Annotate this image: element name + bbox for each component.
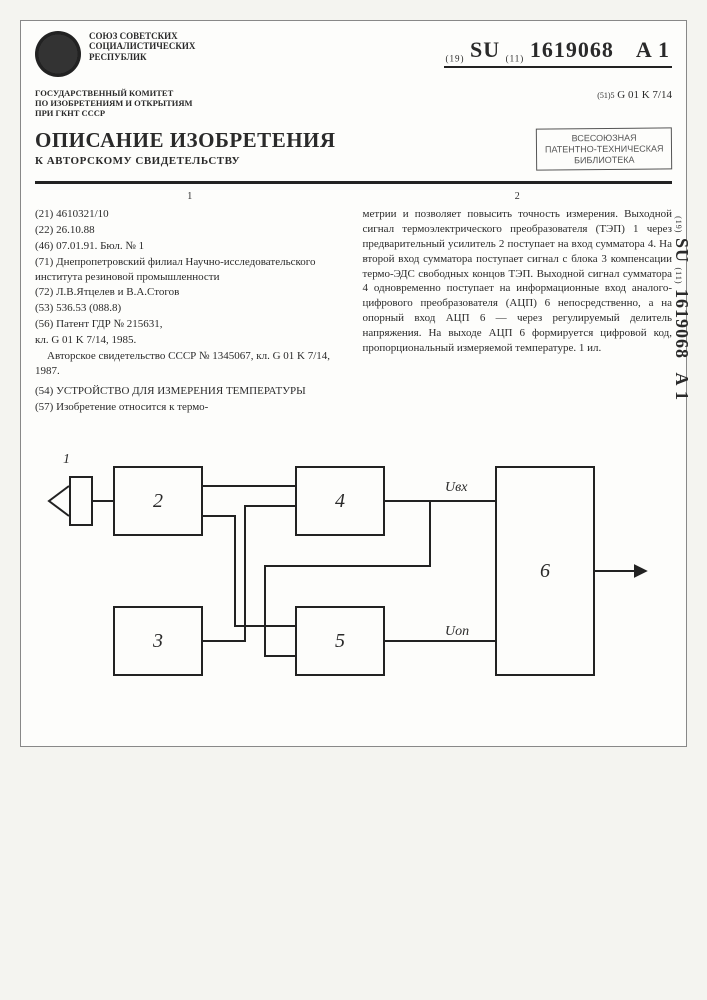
stamp-line-3: БИБЛИОТЕКА xyxy=(545,154,664,166)
library-stamp: ВСЕСОЮЗНАЯ ПАТЕНТНО-ТЕХНИЧЕСКАЯ БИБЛИОТЕ… xyxy=(535,128,672,172)
field-54: (54) УСТРОЙСТВО ДЛЯ ИЗМЕРЕНИЯ ТЕМПЕРАТУР… xyxy=(35,384,345,399)
document-id: (19) SU (11) 1619068 A 1 xyxy=(444,31,672,68)
field-56-a: (56) Патент ГДР № 215631, xyxy=(35,317,345,332)
diagram-label-u_ref: Uоп xyxy=(445,624,469,640)
bibliographic-body: 1 (21) 4610321/10 (22) 26.10.88 (46) 07.… xyxy=(35,190,672,416)
column-number-1: 1 xyxy=(35,190,345,204)
field-57-start: (57) Изобретение относится к термо- xyxy=(35,400,345,415)
block-b1 xyxy=(69,476,93,526)
field-56-b: кл. G 01 K 7/14, 1985. xyxy=(35,333,345,348)
block-b4: 4 xyxy=(295,466,385,536)
divider xyxy=(35,181,672,184)
block-b3: 3 xyxy=(113,606,203,676)
field-11-label: (11) xyxy=(506,54,525,64)
field-51-label: (51)5 xyxy=(597,91,614,100)
ipc-classification: (51)5 G 01 K 7/14 xyxy=(597,89,672,101)
country-code: SU xyxy=(470,37,500,62)
column-1: 1 (21) 4610321/10 (22) 26.10.88 (46) 07.… xyxy=(35,190,345,416)
field-71: (71) Днепропетровский филиал Научно-иссл… xyxy=(35,255,345,285)
document-title: ОПИСАНИЕ ИЗОБРЕТЕНИЯ xyxy=(35,128,336,153)
state-emblem-icon xyxy=(35,31,81,77)
committee-name: ГОСУДАРСТВЕННЫЙ КОМИТЕТ ПО ИЗОБРЕТЕНИЯМ … xyxy=(35,89,193,118)
kind-code: A 1 xyxy=(636,37,670,62)
field-72: (72) Л.В.Ятцелев и В.А.Стогов xyxy=(35,285,345,300)
field-19-label: (19) xyxy=(446,54,465,64)
issuing-org: СОЮЗ СОВЕТСКИХ СОЦИАЛИСТИЧЕСКИХ РЕСПУБЛИ… xyxy=(89,31,195,62)
document-subtitle: К АВТОРСКОМУ СВИДЕТЕЛЬСТВУ xyxy=(35,155,336,167)
field-56-c: Авторское свидетельство СССР № 1345067, … xyxy=(35,349,345,379)
column-number-2: 2 xyxy=(363,190,673,204)
block-diagram: 2 3 4 5 6 1 Uвх Uоп xyxy=(35,446,672,726)
side-country-code: SU xyxy=(672,238,692,263)
side-number: 1619068 xyxy=(672,289,692,359)
page: СОЮЗ СОВЕТСКИХ СОЦИАЛИСТИЧЕСКИХ РЕСПУБЛИ… xyxy=(20,20,687,747)
column-2: 2 метрии и позволяет повысить точность и… xyxy=(363,190,673,416)
wire-2 xyxy=(203,516,295,626)
abstract-text: метрии и позволяет повысить точность изм… xyxy=(363,207,673,355)
field-53: (53) 536.53 (088.8) xyxy=(35,301,345,316)
field-22: (22) 26.10.88 xyxy=(35,223,345,238)
block-b5: 5 xyxy=(295,606,385,676)
stamp-line-2: ПАТЕНТНО-ТЕХНИЧЕСКАЯ xyxy=(544,144,663,156)
wire-3 xyxy=(203,506,295,641)
ipc-code: G 01 K 7/14 xyxy=(617,89,672,101)
side-kind: A 1 xyxy=(672,372,692,401)
publication-number: 1619068 xyxy=(530,37,614,62)
side-document-id: (19) SU (11) 1619068 A 1 xyxy=(671,216,692,401)
title-block: ОПИСАНИЕ ИЗОБРЕТЕНИЯ К АВТОРСКОМУ СВИДЕТ… xyxy=(35,128,672,170)
field-21: (21) 4610321/10 xyxy=(35,207,345,222)
block-b6: 6 xyxy=(495,466,595,676)
field-46: (46) 07.01.91. Бюл. № 1 xyxy=(35,239,345,254)
side-field-19: (19) xyxy=(674,216,683,233)
side-field-11: (11) xyxy=(674,267,683,284)
diagram-label-u_in: Uвх xyxy=(445,480,467,496)
header: СОЮЗ СОВЕТСКИХ СОЦИАЛИСТИЧЕСКИХ РЕСПУБЛИ… xyxy=(35,31,672,77)
sensor-tip-icon xyxy=(49,486,69,516)
diagram-label-num1: 1 xyxy=(63,452,70,468)
block-b2: 2 xyxy=(113,466,203,536)
